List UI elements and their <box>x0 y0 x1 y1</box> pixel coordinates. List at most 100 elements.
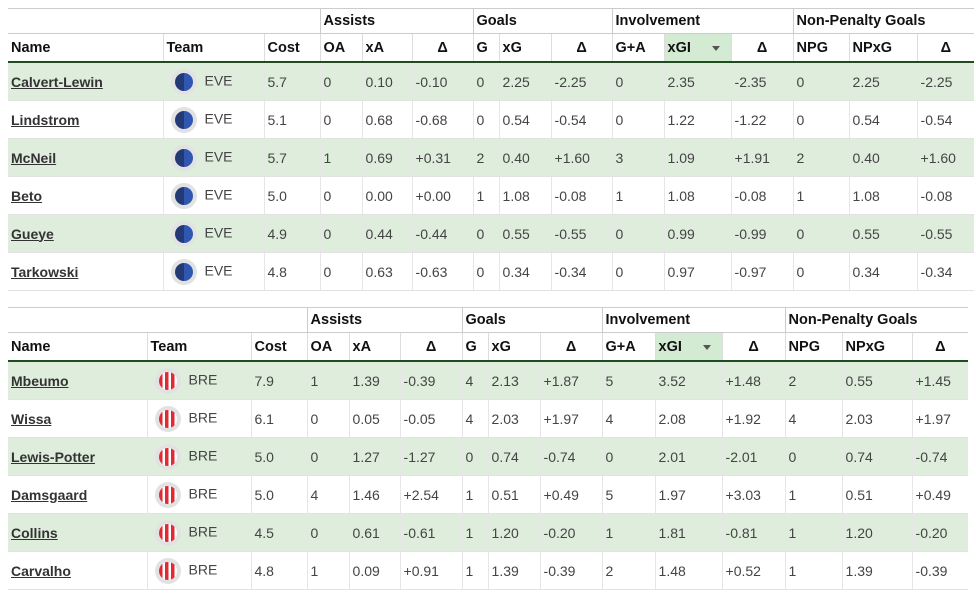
column-header-name[interactable]: Name <box>8 33 163 63</box>
cell-npxg: 1.39 <box>841 551 913 590</box>
player-row: Beto EVE 5.0 0 0.00 +0.00 1 1.08 -0.08 1 1.08 -0.08… <box>8 176 975 215</box>
column-header-npg[interactable]: NPG <box>784 332 843 362</box>
cell-npg-delta: -2.25 <box>916 62 975 101</box>
cell-name: Wissa <box>8 399 147 438</box>
column-header-involvement-delta[interactable]: Δ <box>721 332 786 362</box>
player-link[interactable]: McNeil <box>11 149 57 166</box>
player-link[interactable]: Tarkowski <box>11 263 79 280</box>
cell-npg-delta: -0.08 <box>916 176 975 215</box>
cell-goals-delta: -0.55 <box>550 214 613 253</box>
cell-involvement-delta: -0.97 <box>730 252 794 291</box>
cell-team: BRE <box>146 437 251 476</box>
bre-crest-icon <box>154 405 181 432</box>
player-link[interactable]: Beto <box>11 187 43 204</box>
cell-oa: 0 <box>319 252 363 291</box>
cell-npg: 1 <box>784 513 843 552</box>
column-header-npxg[interactable]: NPxG <box>848 33 918 63</box>
column-header-xgi[interactable]: xGI <box>654 332 723 362</box>
cell-assists-delta: -0.44 <box>411 214 474 253</box>
cell-name: Lindstrom <box>8 100 163 139</box>
cell-assists-delta: -1.27 <box>399 437 463 476</box>
column-header-assists-delta[interactable]: Δ <box>399 332 463 362</box>
column-header-g[interactable]: G <box>472 33 500 63</box>
cell-npxg: 0.34 <box>848 252 918 291</box>
cell-cost: 5.0 <box>263 176 321 215</box>
column-header-npxg[interactable]: NPxG <box>841 332 913 362</box>
column-header-xa[interactable]: xA <box>348 332 401 362</box>
cell-assists-delta: +0.31 <box>411 138 474 177</box>
column-header-g[interactable]: G <box>461 332 489 362</box>
player-link[interactable]: Calvert-Lewin <box>11 73 103 90</box>
cell-xa: 0.69 <box>361 138 413 177</box>
cell-g: 0 <box>472 214 500 253</box>
column-header-oa[interactable]: OA <box>319 33 363 63</box>
cell-npg-delta: -0.34 <box>916 252 975 291</box>
player-link[interactable]: Gueye <box>11 225 54 242</box>
column-header-cost[interactable]: Cost <box>250 332 308 362</box>
cell-name: McNeil <box>8 138 163 177</box>
cell-oa: 4 <box>306 475 350 514</box>
cell-npg: 0 <box>792 214 850 253</box>
player-link[interactable]: Carvalho <box>11 562 71 579</box>
cell-involvement-delta: -0.81 <box>721 513 786 552</box>
column-header-xgi[interactable]: xGI <box>663 33 732 63</box>
group-header-assists: Assists <box>319 8 474 34</box>
cell-g: 0 <box>472 62 500 101</box>
column-header-involvement-delta[interactable]: Δ <box>730 33 794 63</box>
cell-xg: 1.20 <box>487 513 541 552</box>
cell-assists-delta: +0.00 <box>411 176 474 215</box>
player-row: Lindstrom EVE 5.1 0 0.68 -0.68 0 0.54 -0.54 0 1.22… <box>8 100 975 139</box>
cell-team: EVE <box>162 252 264 291</box>
column-header-ga[interactable]: G+A <box>611 33 665 63</box>
cell-oa: 0 <box>319 214 363 253</box>
column-header-goals-delta[interactable]: Δ <box>550 33 613 63</box>
player-link[interactable]: Damsgaard <box>11 486 88 503</box>
cell-npxg: 1.08 <box>848 176 918 215</box>
column-header-team[interactable]: Team <box>146 332 251 362</box>
column-header-xa[interactable]: xA <box>361 33 413 63</box>
column-header-npg[interactable]: NPG <box>792 33 850 63</box>
cell-goals-delta: -0.74 <box>539 437 603 476</box>
player-link[interactable]: Collins <box>11 524 58 541</box>
player-link[interactable]: Lindstrom <box>11 111 80 128</box>
player-link[interactable]: Mbeumo <box>11 372 69 389</box>
cell-involvement-delta: +1.48 <box>721 361 786 400</box>
cell-xa: 0.00 <box>361 176 413 215</box>
cell-xgi: 1.97 <box>654 475 723 514</box>
column-header-team[interactable]: Team <box>162 33 264 63</box>
column-header-ga[interactable]: G+A <box>601 332 656 362</box>
column-header-xg[interactable]: xG <box>498 33 552 63</box>
cell-name: Lewis-Potter <box>8 437 147 476</box>
cell-ga: 5 <box>601 361 656 400</box>
column-header-xgi-label: xGI <box>658 338 682 355</box>
column-header-npg-delta[interactable]: Δ <box>916 33 975 63</box>
column-header-name[interactable]: Name <box>8 332 147 362</box>
column-header-npg-delta[interactable]: Δ <box>911 332 969 362</box>
cell-npg: 0 <box>792 62 850 101</box>
column-header-oa[interactable]: OA <box>306 332 350 362</box>
player-row: Carvalho BRE 4.8 1 0.09 +0.91 1 1.39 -0.39 2 1.48 +… <box>8 551 969 590</box>
cell-oa: 0 <box>306 437 350 476</box>
column-header-cost[interactable]: Cost <box>263 33 321 63</box>
cell-ga: 0 <box>611 214 665 253</box>
cell-npg-delta: -0.20 <box>911 513 969 552</box>
cell-team: BRE <box>146 551 251 590</box>
cell-goals-delta: +0.49 <box>539 475 603 514</box>
team-code: EVE <box>204 72 233 89</box>
column-header-xg[interactable]: xG <box>487 332 541 362</box>
cell-goals-delta: -2.25 <box>550 62 613 101</box>
cell-xg: 1.39 <box>487 551 541 590</box>
cell-ga: 0 <box>611 252 665 291</box>
team-code: EVE <box>204 224 233 241</box>
cell-cost: 5.7 <box>263 62 321 101</box>
player-link[interactable]: Lewis-Potter <box>11 448 96 465</box>
group-header-empty <box>8 8 321 34</box>
cell-npg: 1 <box>792 176 850 215</box>
column-header-goals-delta[interactable]: Δ <box>539 332 603 362</box>
cell-assists-delta: -0.61 <box>399 513 463 552</box>
column-header-assists-delta[interactable]: Δ <box>411 33 474 63</box>
player-link[interactable]: Wissa <box>11 410 52 427</box>
cell-ga: 4 <box>601 399 656 438</box>
cell-xg: 0.74 <box>487 437 541 476</box>
cell-goals-delta: -0.54 <box>550 100 613 139</box>
